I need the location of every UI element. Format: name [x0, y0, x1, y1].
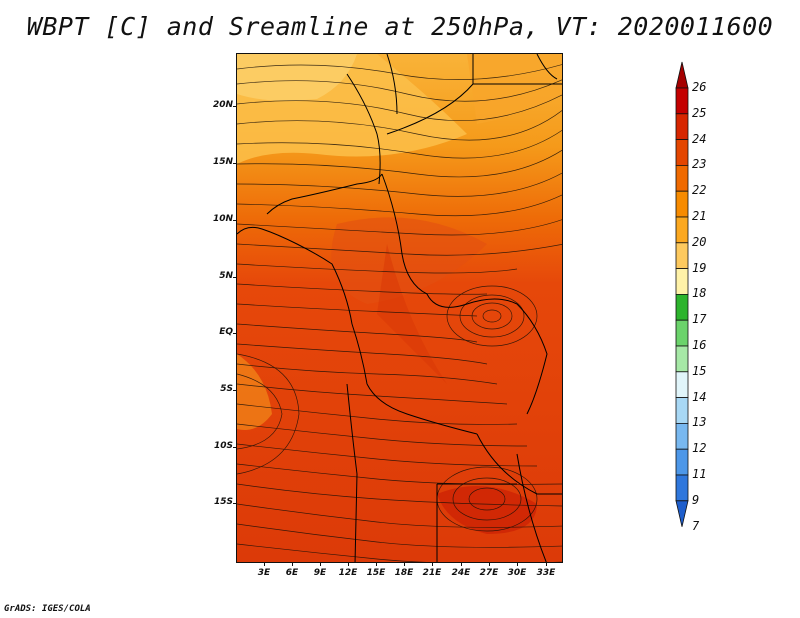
longitude-tick — [292, 562, 293, 566]
longitude-tick-label: 15E — [366, 568, 386, 578]
latitude-tick — [233, 106, 237, 107]
colorbar-segment — [675, 139, 689, 166]
latitude-tick-label: 15S — [213, 497, 233, 507]
colorbar-segment — [675, 397, 689, 424]
latitude-tick-label: 5S — [220, 384, 233, 394]
colorbar-level-label: 18 — [692, 286, 707, 301]
colorbar-level-label: 19 — [692, 260, 707, 275]
colorbar-level-label: 13 — [692, 415, 707, 430]
longitude-tick-label: 30E — [507, 568, 527, 578]
colorbar-level-label: 25 — [692, 105, 707, 120]
plot-title: WBPT [C] and Sreamline at 250hPa, VT: 20… — [26, 12, 774, 41]
longitude-tick — [264, 562, 265, 566]
longitude-tick — [461, 562, 462, 566]
longitude-tick — [489, 562, 490, 566]
wbpt-map — [237, 54, 562, 562]
latitude-tick — [233, 333, 237, 334]
colorbar-segment — [675, 448, 689, 476]
colorbar-segment — [675, 113, 689, 141]
colorbar-level-label: 9 — [692, 492, 700, 507]
latitude-tick — [233, 220, 237, 221]
colorbar-top-arrow — [675, 61, 689, 89]
latitude-tick — [233, 163, 237, 164]
grads-credit: GrADS: IGES/COLA — [4, 604, 91, 614]
colorbar-segment — [675, 371, 689, 398]
colorbar-level-label: 24 — [692, 131, 707, 146]
longitude-tick-label: 12E — [338, 568, 358, 578]
latitude-tick-label: 20N — [212, 100, 233, 110]
colorbar-segment — [675, 319, 689, 347]
colorbar-level-label: 23 — [692, 157, 707, 172]
latitude-tick-label: 15N — [212, 157, 233, 167]
colorbar-segment — [675, 164, 689, 192]
longitude-tick — [404, 562, 405, 566]
longitude-tick — [376, 562, 377, 566]
colorbar-level-label: 12 — [692, 441, 707, 456]
latitude-tick-label: 10S — [213, 441, 233, 451]
colorbar-segment — [675, 474, 689, 502]
colorbar-segment — [675, 293, 689, 321]
colorbar-segment — [675, 216, 689, 244]
longitude-tick-label: 18E — [394, 568, 414, 578]
longitude-tick — [432, 562, 433, 566]
longitude-tick-label: 21E — [422, 568, 442, 578]
colorbar-level-label: 20 — [692, 234, 707, 249]
longitude-tick-label: 6E — [285, 568, 299, 578]
longitude-tick — [348, 562, 349, 566]
longitude-tick-label: 24E — [451, 568, 471, 578]
colorbar-level-label: 15 — [692, 363, 707, 378]
map-frame — [236, 53, 563, 563]
colorbar-level-label: 11 — [692, 467, 707, 481]
colorbar-segment — [675, 268, 689, 295]
latitude-tick — [233, 503, 237, 504]
colorbar-level-label: 16 — [692, 338, 707, 352]
colorbar-level-label: 22 — [692, 183, 707, 198]
colorbar-level-label: 26 — [692, 80, 707, 94]
longitude-tick — [320, 562, 321, 566]
longitude-tick-label: 3E — [257, 568, 271, 578]
colorbar-bottom-arrow — [675, 500, 689, 527]
colorbar-level-label: 17 — [692, 312, 707, 327]
longitude-tick-label: 9E — [313, 568, 327, 578]
latitude-tick — [233, 277, 237, 278]
longitude-tick-label: 33E — [536, 568, 556, 578]
colorbar-segment — [675, 242, 689, 270]
latitude-tick — [233, 390, 237, 391]
colorbar-segment — [675, 87, 689, 115]
longitude-tick — [546, 562, 547, 566]
colorbar-level-label: 14 — [692, 389, 707, 404]
latitude-tick — [233, 447, 237, 448]
colorbar-segment — [675, 345, 689, 373]
latitude-tick-label: 10N — [212, 214, 233, 224]
colorbar-segment — [675, 422, 689, 450]
colorbar-level-label: 7 — [692, 518, 700, 533]
colorbar-segment — [675, 190, 689, 218]
latitude-tick-label: EQ — [219, 327, 233, 337]
longitude-tick — [517, 562, 518, 566]
longitude-tick-label: 27E — [479, 568, 499, 578]
colorbar-level-label: 21 — [692, 209, 707, 223]
latitude-tick-label: 5N — [219, 271, 233, 281]
